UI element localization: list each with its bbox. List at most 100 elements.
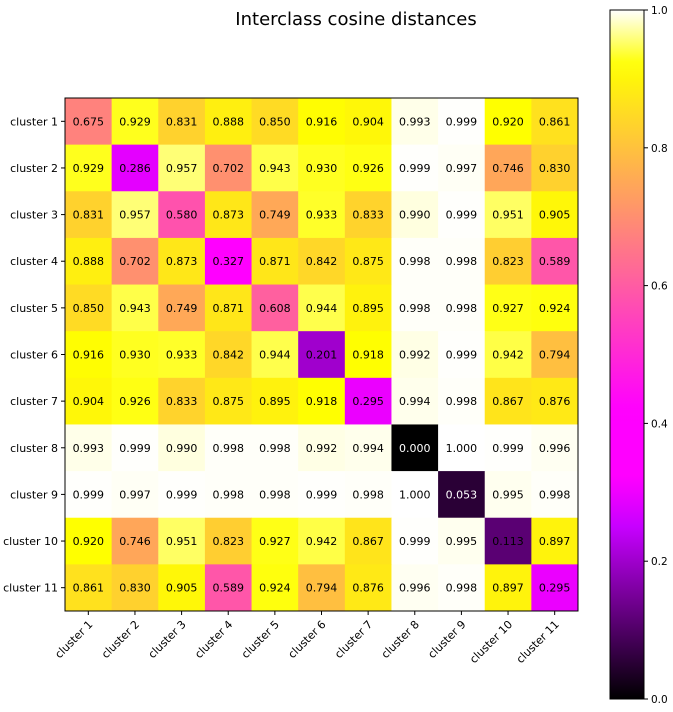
cell-value-label: 0.850 — [259, 115, 291, 128]
cell-value-label: 0.920 — [492, 115, 524, 128]
cell-value-label: 0.995 — [492, 488, 524, 501]
cell-value-label: 0.999 — [446, 349, 478, 362]
cell-value-label: 0.830 — [539, 162, 571, 175]
y-tick-label: cluster 3 — [10, 209, 58, 222]
heatmap-cell — [298, 331, 346, 379]
cell-value-label: 0.998 — [259, 488, 291, 501]
cell-value-label: 0.888 — [212, 115, 244, 128]
heatmap-cell — [298, 564, 346, 612]
cell-value-label: 0.749 — [259, 209, 291, 222]
y-tick-label: cluster 1 — [10, 115, 58, 128]
cell-value-label: 0.876 — [539, 395, 571, 408]
x-tick-label: cluster 8 — [379, 618, 422, 661]
heatmap-cell — [204, 98, 253, 146]
heatmap-cell — [391, 98, 439, 146]
heatmap-cell — [251, 424, 299, 472]
y-tick-label: cluster 7 — [10, 395, 58, 408]
y-tick-label: cluster 9 — [10, 488, 58, 501]
cell-value-label: 0.897 — [492, 582, 524, 595]
heatmap-cell — [484, 517, 532, 565]
heatmap-cell — [484, 98, 532, 146]
cell-value-label: 0.998 — [539, 488, 571, 501]
cell-value-label: 0.867 — [492, 395, 524, 408]
heatmap-cell — [391, 191, 439, 239]
heatmap-cell — [531, 331, 579, 379]
cell-value-label: 0.831 — [73, 209, 105, 222]
cell-value-label: 0.997 — [446, 162, 478, 175]
cell-value-label: 0.951 — [166, 535, 198, 548]
x-tick-label: cluster 10 — [467, 618, 515, 666]
cell-value-label: 0.957 — [119, 209, 151, 222]
cell-value-label: 0.327 — [212, 255, 244, 268]
cell-value-label: 0.933 — [306, 209, 338, 222]
heatmap-cell — [111, 144, 159, 192]
cell-value-label: 0.823 — [212, 535, 244, 548]
cell-value-label: 0.998 — [399, 255, 431, 268]
x-tick-label: cluster 4 — [192, 618, 235, 661]
heatmap-cell — [438, 98, 486, 146]
cell-value-label: 0.993 — [73, 442, 105, 455]
cell-value-label: 0.957 — [166, 162, 198, 175]
cell-value-label: 0.905 — [539, 209, 571, 222]
heatmap-cell — [298, 144, 346, 192]
heatmap-cell — [158, 471, 206, 519]
heatmap-cell — [111, 471, 159, 519]
x-tick-label: cluster 1 — [52, 618, 95, 661]
cell-value-label: 0.875 — [212, 395, 244, 408]
cell-value-label: 0.999 — [446, 209, 478, 222]
colorbar-tick-label: 0.4 — [651, 418, 668, 430]
heatmap-cell — [531, 471, 579, 519]
cell-value-label: 0.904 — [73, 395, 105, 408]
cell-value-label: 0.589 — [212, 582, 244, 595]
x-tick-label: cluster 11 — [514, 618, 562, 666]
cell-value-label: 0.905 — [166, 582, 198, 595]
cell-value-label: 0.746 — [119, 535, 151, 548]
cell-value-label: 0.873 — [212, 209, 244, 222]
heatmap-cell — [391, 331, 439, 379]
heatmap-cell — [531, 191, 579, 239]
cell-value-label: 0.998 — [446, 582, 478, 595]
cell-value-label: 0.053 — [446, 488, 478, 501]
y-tick-label: cluster 11 — [3, 582, 58, 595]
heatmap-cell — [344, 237, 392, 286]
cell-value-label: 0.286 — [119, 162, 151, 175]
heatmap-cell — [298, 98, 346, 146]
cell-value-label: 0.929 — [73, 162, 105, 175]
heatmap-cell — [251, 284, 299, 332]
cell-value-label: 0.943 — [119, 302, 151, 315]
heatmap-cell — [204, 284, 253, 332]
y-axis: cluster 1 cluster 2 cluster 3 cluster 4 clus… — [3, 115, 65, 595]
heatmap-cell — [391, 144, 439, 192]
heatmap-cell — [251, 98, 299, 146]
cell-value-label: 0.871 — [212, 302, 244, 315]
x-tick-label: cluster 3 — [146, 618, 189, 661]
heatmap-cell — [531, 377, 579, 425]
x-tick-label: cluster 7 — [332, 618, 375, 661]
heatmap-cell — [158, 331, 206, 379]
cell-value-label: 0.951 — [492, 209, 524, 222]
cell-value-label: 0.942 — [492, 349, 524, 362]
heatmap-cell — [251, 564, 299, 612]
heatmap-cell — [111, 284, 159, 332]
heatmap-cell — [204, 471, 253, 519]
cell-value-label: 0.918 — [306, 395, 338, 408]
cell-value-label: 0.990 — [399, 209, 431, 222]
heatmap-cell — [204, 564, 253, 612]
y-tick-label: cluster 2 — [10, 162, 58, 175]
cell-value-label: 0.995 — [446, 535, 478, 548]
cell-value-label: 0.000 — [399, 442, 431, 455]
heatmap-cell — [298, 517, 346, 565]
heatmap-cell — [344, 144, 392, 192]
cell-value-label: 0.861 — [73, 582, 105, 595]
heatmap-cell — [484, 237, 532, 286]
colorbar-tick-label: 1.0 — [651, 5, 668, 17]
cell-value-label: 0.997 — [119, 488, 151, 501]
cell-value-label: 0.842 — [212, 349, 244, 362]
cell-value-label: 0.873 — [166, 255, 198, 268]
cell-value-label: 0.871 — [259, 255, 291, 268]
heatmap-cells: 0.675 0.929 0.831 0.888 0.850 0.916 0.904 0.993… — [65, 98, 579, 612]
heatmap-cell — [158, 517, 206, 565]
heatmap-cell — [204, 237, 253, 286]
heatmap-cell — [438, 331, 486, 379]
cell-value-label: 0.861 — [539, 115, 571, 128]
